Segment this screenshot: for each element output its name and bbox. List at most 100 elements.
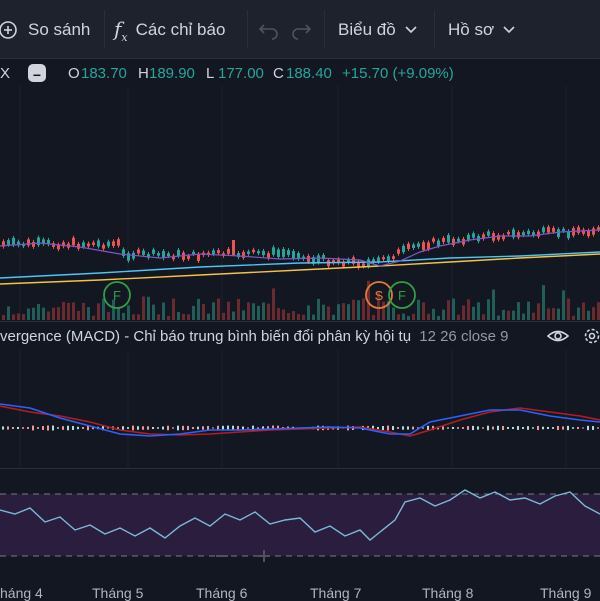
candle [212,250,215,255]
volume-bar [592,307,595,320]
candle [242,251,245,258]
macd-hist-bar [482,427,484,429]
volume-bar [152,304,155,320]
rsi-pane[interactable] [0,470,600,576]
volume-bar [452,298,455,320]
undo-icon[interactable] [258,20,280,40]
candle [152,249,155,254]
candle [347,259,350,263]
chevron-down-icon [503,26,515,34]
candle [72,237,75,246]
compare-button[interactable]: So sánh [0,13,90,47]
candle [547,226,550,233]
macd-grid [19,350,567,468]
low-label: L [206,65,215,82]
volume-bar [412,313,415,320]
macd-hist-bar [542,426,544,430]
volume-bar [342,303,345,320]
candle [27,239,30,246]
indicators-button[interactable]: fx Các chỉ báo [114,13,225,47]
macd-hist-bar [87,425,89,431]
macd-hist-bar [577,427,579,429]
candle [527,230,530,235]
volume-bars [2,280,600,320]
macd-hist-bar [457,427,459,429]
volume-bar [332,314,335,320]
gear-icon[interactable] [582,326,600,346]
volume-bar [567,298,570,320]
marker-s[interactable]: S [365,281,393,309]
macd-hist-bar [407,426,409,430]
volume-bar [377,290,380,320]
candle [422,242,425,250]
macd-hist-bar [247,427,249,429]
candle [227,248,230,254]
candle [42,239,45,245]
candle [427,242,430,250]
volume-bar [552,307,555,320]
candle [117,239,120,246]
volume-bar [262,302,265,320]
marker-f2[interactable]: F [388,281,416,309]
macd-hist-bar [17,426,19,430]
pane-divider [0,321,600,322]
volume-bar [47,311,50,320]
volume-bar [107,311,110,320]
volume-bar [527,301,530,320]
volume-bar [347,304,350,320]
volume-bar [582,302,585,320]
volume-bar [82,302,85,320]
macd-hist-bar [82,427,84,429]
macd-hist-bar [447,427,449,429]
rsi-band [0,494,600,556]
candle [97,240,100,247]
volume-bar [212,302,215,320]
macd-hist-bar [152,426,154,430]
collapse-legend-button[interactable]: − [28,64,46,83]
volume-bar [307,305,310,320]
macd-hist-bar [207,425,209,431]
candle [557,229,560,238]
time-axis-label: Tháng 9 [540,585,592,601]
macd-hist-bar [167,425,169,431]
macd-hist-bar [582,427,584,429]
macd-hist-bar [47,425,49,431]
chart-type-button[interactable]: Biểu đồ [338,13,418,47]
macd-hist-bar [177,425,179,431]
marker-f1[interactable]: F [103,281,131,309]
candle [537,231,540,237]
volume-bar [292,311,295,320]
candle [332,260,335,264]
volume-bar [512,310,515,320]
volume-bar [327,306,330,320]
volume-bar [407,315,410,320]
candle [192,251,195,254]
macd-hist-bar [102,425,104,431]
candle [517,232,520,238]
redo-icon[interactable] [290,20,312,40]
price-pane[interactable]: F S F [0,86,600,320]
volume-bar [17,313,20,320]
candle [592,228,595,235]
macd-hist-bar [192,427,194,429]
macd-hist-bar [242,426,244,430]
volume-bar [277,308,280,320]
volume-bar [532,312,535,320]
profile-button[interactable]: Hồ sơ [448,13,516,47]
volume-bar [382,301,385,320]
candle [82,242,85,247]
volume-bar [72,302,75,320]
macd-hist-bar [377,426,379,430]
volume-bar [542,285,545,320]
macd-hist-bar [7,426,9,430]
macd-pane[interactable] [0,350,600,468]
marker-s-label: S [375,288,384,303]
macd-hist-bar [77,426,79,430]
candle [437,240,440,247]
macd-hist-bar [477,426,479,430]
volume-bar [217,298,220,320]
change-value: +15.70 (+9.09%) [342,65,454,82]
eye-icon[interactable] [546,327,570,345]
macd-hist-bar [37,427,39,429]
candle [342,261,345,267]
